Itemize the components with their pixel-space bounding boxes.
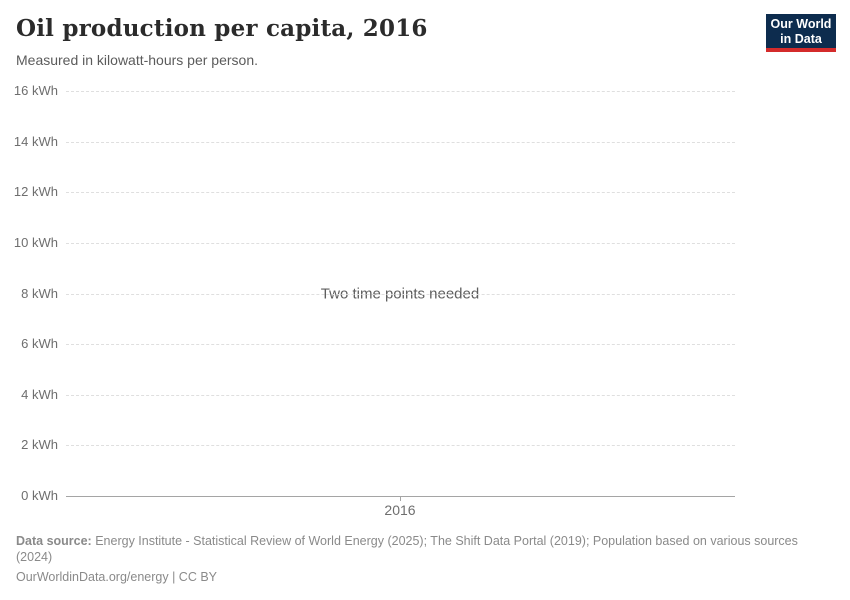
y-tick-label-0kwh: 0 kWh <box>21 488 58 503</box>
y-tick-label-4kwh: 4 kWh <box>21 386 58 402</box>
owid-logo-line1: Our World <box>770 17 832 31</box>
gridline-4kwh <box>66 394 735 396</box>
chart-subtitle: Measured in kilowatt-hours per person. <box>16 52 259 68</box>
data-source-text: Energy Institute - Statistical Review of… <box>16 534 798 564</box>
y-tick-label-10kwh: 10 kWh <box>13 234 58 250</box>
data-source-label: Data source: <box>16 534 92 548</box>
data-source-line: Data source: Energy Institute - Statisti… <box>16 533 834 565</box>
gridline-6kwh <box>66 344 735 346</box>
license-line[interactable]: OurWorldinData.org/energy | CC BY <box>16 570 218 584</box>
chart-footer: Data source: Energy Institute - Statisti… <box>16 533 834 585</box>
x-axis-tick-mark <box>400 496 401 501</box>
y-tick-label-8kwh: 8 kWh <box>21 285 58 301</box>
x-axis-tick-label: 2016 <box>384 502 416 518</box>
gridline-14kwh <box>66 141 735 143</box>
gridline-2kwh <box>66 445 735 447</box>
y-tick-label-2kwh: 2 kWh <box>21 437 58 453</box>
gridline-8kwh <box>66 293 735 295</box>
y-tick-label-6kwh: 6 kWh <box>21 336 58 352</box>
y-tick-label-14kwh: 14 kWh <box>13 133 58 149</box>
owid-logo-line2: in Data <box>780 32 822 46</box>
x-axis-line <box>66 496 735 497</box>
y-tick-label-12kwh: 12 kWh <box>13 184 58 200</box>
owid-logo[interactable]: Our World in Data <box>766 14 836 52</box>
gridline-12kwh <box>66 192 735 194</box>
gridline-16kwh <box>66 91 735 92</box>
chart-title: Oil production per capita, 2016 <box>16 15 428 42</box>
y-tick-label-16kwh: 16 kWh <box>13 83 58 98</box>
gridline-10kwh <box>66 242 735 244</box>
